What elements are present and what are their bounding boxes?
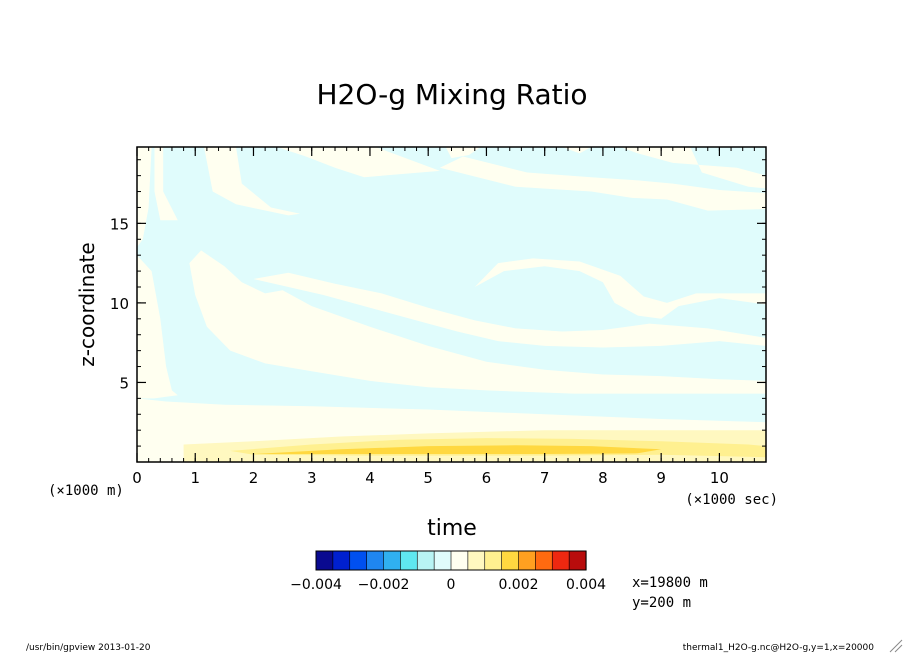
colorbar-tick-label: −0.004 xyxy=(290,577,342,593)
colorbar-cell xyxy=(551,550,570,571)
band-top-left xyxy=(137,147,152,248)
colorbar-cell xyxy=(416,550,435,571)
x-tick-label: 4 xyxy=(365,469,375,487)
colorbar-cell xyxy=(349,550,368,571)
colorbar-tick-label: 0 xyxy=(447,577,456,593)
band-middle-diag xyxy=(189,250,766,394)
chart-title: H2O-g Mixing Ratio xyxy=(316,78,587,111)
colorbar-cell xyxy=(315,550,334,571)
band-mid-upper xyxy=(253,272,766,348)
x-tick-label: 0 xyxy=(132,469,142,487)
x-tick-label: 3 xyxy=(307,469,317,487)
colorbar-cell xyxy=(383,550,401,571)
band-top-4 xyxy=(562,147,592,154)
colorbar-cell xyxy=(332,550,351,571)
colorbar-cell xyxy=(467,550,486,571)
band-top-2 xyxy=(276,147,440,178)
colorbar-cell xyxy=(433,550,452,571)
y-tick-label: 5 xyxy=(119,374,129,392)
colorbar-tick-label: 0.004 xyxy=(566,577,606,593)
band-top-5 xyxy=(620,147,766,189)
plot-area: 0 1 2 3 4 5 6 7 8 9 10 5 10 15 xyxy=(110,146,767,487)
colorbar-cell xyxy=(535,550,553,571)
colorbar-cell xyxy=(501,550,520,571)
band-top-left-2 xyxy=(154,147,178,221)
resize-grip-icon[interactable] xyxy=(889,639,903,653)
x-tick-label: 5 xyxy=(423,469,433,487)
y-tick-label: 15 xyxy=(110,215,129,233)
x-tick-label: 6 xyxy=(482,469,492,487)
x-tick-label: 9 xyxy=(656,469,666,487)
y-axis-unit: (×1000 m) xyxy=(48,483,124,499)
x-tick-label: 10 xyxy=(710,469,729,487)
colorbar-cell xyxy=(568,550,587,571)
footer-source-file: thermal1_H2O-g.nc@H2O-g,y=1,x=20000 xyxy=(683,643,874,653)
colorbar-cell xyxy=(450,550,469,571)
x-axis-label: time xyxy=(427,516,477,541)
band-top-1 xyxy=(204,147,301,216)
y-axis-label: z-coordinate xyxy=(75,242,99,366)
heatmap-field xyxy=(137,147,767,462)
colorbar: −0.004 −0.002 0 0.002 0.004 xyxy=(290,550,606,593)
colorbar-tick-label: 0.002 xyxy=(498,577,538,593)
x-tick-label: 1 xyxy=(190,469,200,487)
y-tick-label: 10 xyxy=(110,295,129,313)
band-bump xyxy=(474,258,766,319)
colorbar-frame xyxy=(315,550,587,571)
x-axis-unit: (×1000 sec) xyxy=(685,492,778,508)
colorbar-cell xyxy=(366,550,385,571)
position-x-annotation: x=19800 m xyxy=(632,575,708,591)
band-lower xyxy=(137,398,766,427)
band-left-column xyxy=(137,255,178,399)
footer-program-date: /usr/bin/gpview 2013-01-20 xyxy=(26,643,151,653)
colorbar-cell xyxy=(518,550,536,571)
colorbar-cell xyxy=(484,550,503,571)
band-pos-3 xyxy=(253,445,662,454)
band-top-3 xyxy=(445,147,481,159)
x-tick-label: 7 xyxy=(540,469,550,487)
x-tick-label: 8 xyxy=(598,469,608,487)
x-tick-label: 2 xyxy=(249,469,259,487)
band-upper-diag xyxy=(439,156,766,211)
position-y-annotation: y=200 m xyxy=(632,595,691,611)
x-axis-ticks: 0 1 2 3 4 5 6 7 8 9 10 xyxy=(132,147,767,487)
colorbar-cell xyxy=(400,550,418,571)
colorbar-tick-label: −0.002 xyxy=(358,577,410,593)
y-axis-ticks: 5 10 15 xyxy=(110,159,766,463)
